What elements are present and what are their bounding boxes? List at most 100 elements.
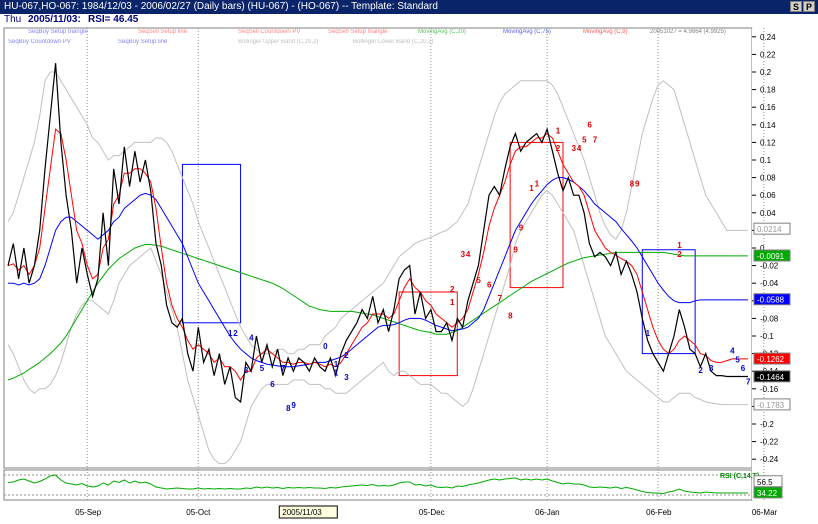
cursor-date-label: 2005/11/03	[282, 508, 322, 517]
x-tick-label: 05-Oct	[186, 508, 211, 517]
legend-item: SeqSell Setup triangle	[328, 29, 388, 35]
legend-item: 20051027 = 4.9864 (4.9925)	[650, 29, 726, 35]
value-tag: -0.0091	[753, 249, 791, 262]
value-tag-text: -0.0588	[757, 296, 785, 305]
value-tag-bg	[753, 398, 791, 411]
setup-box	[398, 291, 458, 377]
y-tick-label: 0.04	[760, 209, 776, 218]
sell-count-label: 3	[572, 144, 577, 153]
value-tag-text: -0.1783	[757, 401, 785, 410]
setup-box	[509, 141, 564, 289]
sell-count-label: 9	[635, 179, 640, 188]
y-tick-label: -0.16	[760, 385, 779, 394]
legend-item: SeqSell Countdown PV	[238, 29, 301, 35]
y-tick-label: -0.08	[760, 314, 779, 323]
y-tick-label: -0.04	[760, 279, 779, 288]
legend-item: Bollinger Upper Band (C,20,2)	[238, 39, 319, 45]
legend-item: SeqBuy Setup triangle	[28, 29, 88, 35]
buy-count-label: 1	[334, 360, 339, 369]
sell-count-label: 1	[450, 298, 455, 307]
legend-item: MovingAvg (C,20)	[418, 29, 466, 35]
sell-count-label: 2	[450, 285, 455, 294]
y-tick-label: 0.2	[760, 68, 772, 77]
y-tick-label: 0	[760, 244, 765, 253]
info-rsi: RSI= 46.45	[88, 14, 139, 25]
legend-item: MovingAvg (C,75)	[503, 29, 551, 35]
window-title: HU-067,HO-067: 1984/12/03 - 2006/02/27 (…	[4, 1, 438, 12]
buy-count-label: 8	[286, 404, 291, 413]
sell-count-label: 9	[519, 223, 524, 232]
buy-count-label: 2	[698, 366, 703, 375]
y-tick-label: -0.2	[760, 420, 774, 429]
sell-count-label: 8	[508, 311, 513, 320]
buy-count-label: 6	[270, 380, 275, 389]
x-tick-label: 05-Sep	[75, 508, 101, 517]
s-button[interactable]: S	[790, 1, 802, 12]
buy-count-label: 1	[228, 329, 233, 338]
y-tick-label: -0.22	[760, 438, 779, 447]
sell-count-label: 2	[677, 250, 682, 259]
sell-count-label: 3	[461, 250, 466, 259]
sell-count-label: 6	[587, 120, 592, 129]
value-tag-text: -0.1262	[757, 355, 785, 364]
info-bar: Thu 2005/11/03: RSI= 46.45	[0, 14, 818, 26]
y-tick-label: 0.18	[760, 86, 776, 95]
value-tag: -0.0588	[753, 293, 791, 306]
buy-count-label: 6	[741, 364, 746, 373]
value-tag-bg	[753, 370, 791, 383]
y-tick-label: -0.24	[760, 455, 779, 464]
sell-count-label: 7	[593, 135, 598, 144]
x-tick-label: 06-Jan	[535, 508, 559, 517]
buy-count-label: 7	[746, 377, 751, 386]
value-tag: -0.1262	[753, 352, 791, 365]
cursor-date-box	[278, 505, 338, 519]
legend-item: SeqBuy Setup line	[118, 39, 168, 45]
buy-count-label: 2	[344, 351, 349, 360]
buy-count-label: 2	[233, 329, 238, 338]
sell-count-label: 9	[513, 245, 518, 254]
rsi-line	[7, 474, 748, 495]
value-tag: -0.1464	[753, 370, 791, 383]
value-tag: -0.1783	[753, 398, 791, 411]
window-titlebar[interactable]: HU-067,HO-067: 1984/12/03 - 2006/02/27 (…	[0, 0, 818, 14]
sell-count-label: 2	[556, 144, 561, 153]
sell-count-label: 5	[476, 276, 481, 285]
rsi-label: RSI (C,14,T)	[720, 473, 759, 480]
y-tick-label: 0.22	[760, 50, 776, 59]
buy-count-label: 7	[281, 364, 286, 373]
info-date: 2005/11/03:	[28, 14, 81, 25]
legend-item: MovingAvg (C,9)	[583, 29, 628, 35]
sell-count-label: 5	[582, 135, 587, 144]
legend-item: SeqSell Setup line	[138, 29, 188, 35]
buy-count-label: 4	[730, 347, 735, 356]
price-plot-area	[3, 27, 753, 469]
ma-slow-line	[7, 244, 748, 381]
buy-count-label: 0	[323, 342, 328, 351]
y-tick-label: 0.1	[760, 156, 772, 165]
y-tick-label: 0.12	[760, 138, 776, 147]
rsi-tag-bg	[753, 486, 783, 499]
value-tag-bg	[753, 222, 791, 235]
y-tick-label: -0.1	[760, 332, 774, 341]
sell-count-label: 7	[498, 294, 503, 303]
p-button[interactable]: P	[803, 1, 815, 12]
value-tag-bg	[753, 352, 791, 365]
x-tick-label: 06-Feb	[646, 508, 672, 517]
rsi-tag-text: 34.22	[757, 489, 778, 498]
sell-count-label: 4	[466, 250, 471, 259]
y-tick-label: 0.06	[760, 191, 776, 200]
buy-count-label: 5	[260, 364, 265, 373]
value-tag-text: 0.0214	[757, 225, 782, 234]
value-tag-bg	[753, 249, 791, 262]
buy-count-label: 4	[249, 333, 254, 342]
bollinger-lower-line	[7, 190, 748, 465]
sell-count-label: 6	[487, 281, 492, 290]
buy-count-label: 1	[334, 369, 339, 378]
value-tag-text: -0.0091	[757, 252, 785, 261]
legend-item: Bollinger Lower Band (C,20,2)	[353, 39, 434, 45]
buy-count-label: 1	[646, 329, 651, 338]
y-tick-label: 0.14	[760, 121, 776, 130]
y-tick-label: 0.16	[760, 103, 776, 112]
